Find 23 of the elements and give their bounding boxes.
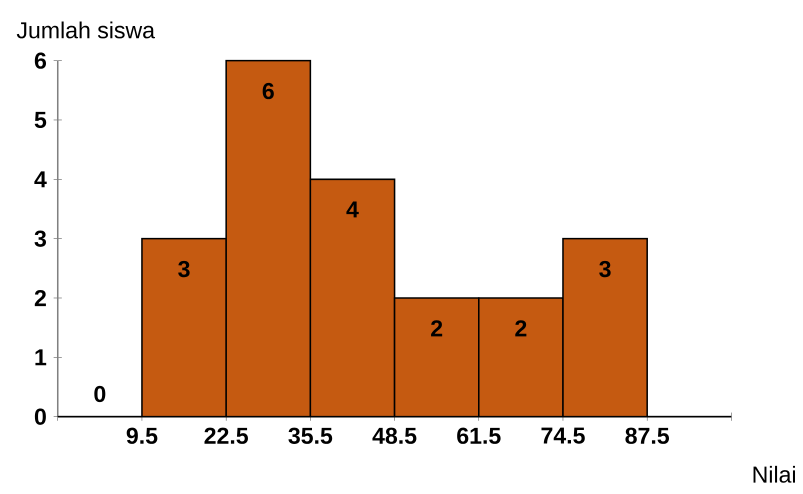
- y-axis-title: Jumlah siswa: [16, 22, 155, 39]
- data-label: 3: [599, 261, 611, 278]
- y-tick-label: 0: [34, 408, 46, 425]
- y-tick-label: 3: [34, 230, 46, 248]
- x-tick-label: 22.5: [204, 428, 248, 444]
- x-axis-title: Nilai: [754, 466, 795, 483]
- x-tick-label: 87.5: [625, 428, 670, 444]
- y-tick-label: 4: [34, 172, 47, 188]
- y-tick-label: 5: [34, 112, 46, 128]
- y-tick-label: 1: [35, 350, 46, 366]
- x-tick-label: 35.5: [288, 428, 332, 444]
- data-label: 3: [178, 261, 190, 278]
- data-label: 0: [94, 386, 106, 402]
- data-label: 4: [346, 202, 359, 218]
- x-tick-label: 74.5: [541, 428, 585, 444]
- data-label: 2: [431, 320, 442, 336]
- y-tick-label: 6: [34, 52, 46, 69]
- x-tick-label: 61.5: [457, 428, 501, 444]
- x-tick-label: 48.5: [372, 428, 416, 444]
- x-tick-label: 9.5: [126, 428, 158, 444]
- y-tick-label: 2: [34, 290, 46, 306]
- data-label: 2: [515, 320, 526, 336]
- data-label: 6: [262, 82, 274, 100]
